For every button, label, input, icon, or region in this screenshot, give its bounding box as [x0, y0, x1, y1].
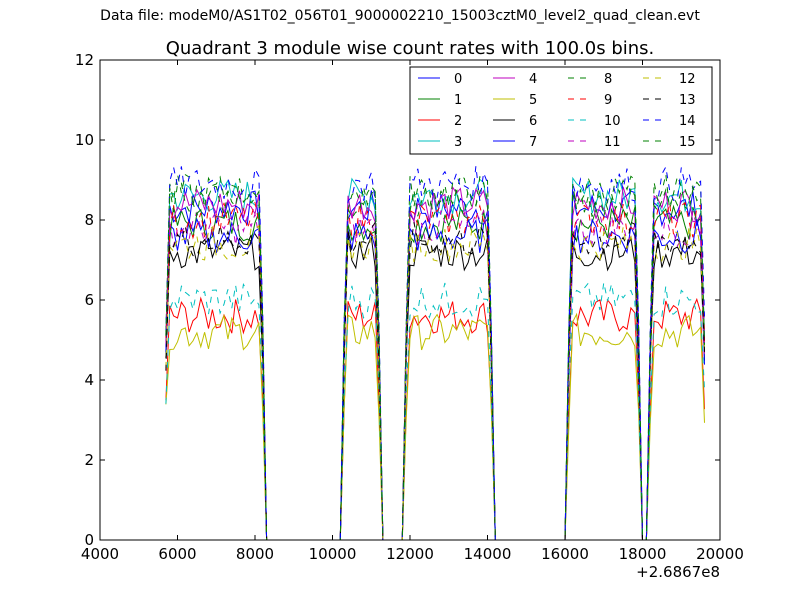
x-tick-label: 12000 — [386, 545, 434, 563]
x-tick-label: 4000 — [81, 545, 119, 563]
legend-label-12: 12 — [679, 72, 696, 87]
legend-label-8: 8 — [604, 72, 612, 87]
x-tick-label: 8000 — [236, 545, 274, 563]
series-line-9 — [165, 201, 705, 541]
legend-label-9: 9 — [604, 93, 612, 108]
legend-label-4: 4 — [529, 72, 537, 87]
series-line-12 — [165, 225, 705, 541]
legend-box — [409, 66, 713, 155]
y-tick-label: 0 — [84, 531, 94, 549]
y-tick-label: 6 — [84, 291, 94, 309]
legend-label-7: 7 — [529, 135, 537, 150]
x-tick-label: 20000 — [696, 545, 744, 563]
x-tick-label: 14000 — [464, 545, 512, 563]
y-tick-label: 8 — [84, 211, 94, 229]
legend-label-11: 11 — [604, 135, 621, 150]
legend-label-13: 13 — [679, 93, 696, 108]
series-line-8 — [165, 173, 705, 541]
legend-label-5: 5 — [529, 93, 537, 108]
legend-label-14: 14 — [679, 114, 696, 129]
legend-label-3: 3 — [454, 135, 462, 150]
series-line-13 — [165, 220, 705, 541]
legend-label-1: 1 — [454, 93, 462, 108]
legend-label-0: 0 — [454, 72, 462, 87]
legend-label-6: 6 — [529, 114, 537, 129]
series-line-14 — [165, 165, 705, 541]
x-tick-label: 16000 — [541, 545, 589, 563]
legend-label-2: 2 — [454, 114, 462, 129]
y-tick-label: 10 — [75, 131, 94, 149]
x-axis: 4000 6000 8000 10000 12000 14000 16000 18000 200… — [81, 60, 744, 563]
series-line-0 — [165, 190, 705, 541]
x-tick-label: 18000 — [619, 545, 667, 563]
chart-title: Quadrant 3 module wise count rates with … — [166, 38, 655, 59]
y-tick-label: 4 — [84, 371, 94, 389]
y-tick-label: 12 — [75, 51, 94, 69]
y-tick-label: 2 — [84, 451, 94, 469]
series-line-11 — [165, 208, 705, 541]
series-line-2 — [165, 296, 705, 541]
series-line-1 — [165, 204, 705, 541]
figure-title: Data file: modeM0/AS1T02_056T01_90000022… — [100, 8, 700, 24]
x-tick-label: 10000 — [309, 545, 357, 563]
x-offset-label: +2.6867e8 — [636, 563, 720, 581]
series-line-5 — [165, 312, 705, 541]
legend-label-10: 10 — [604, 114, 621, 129]
series-line-6 — [165, 234, 705, 541]
series-line-15 — [165, 181, 705, 541]
x-tick-label: 6000 — [158, 545, 196, 563]
legend-label-15: 15 — [679, 135, 696, 150]
series-line-10 — [165, 281, 705, 541]
plot-lines — [165, 165, 705, 541]
series-line-7 — [165, 217, 705, 541]
